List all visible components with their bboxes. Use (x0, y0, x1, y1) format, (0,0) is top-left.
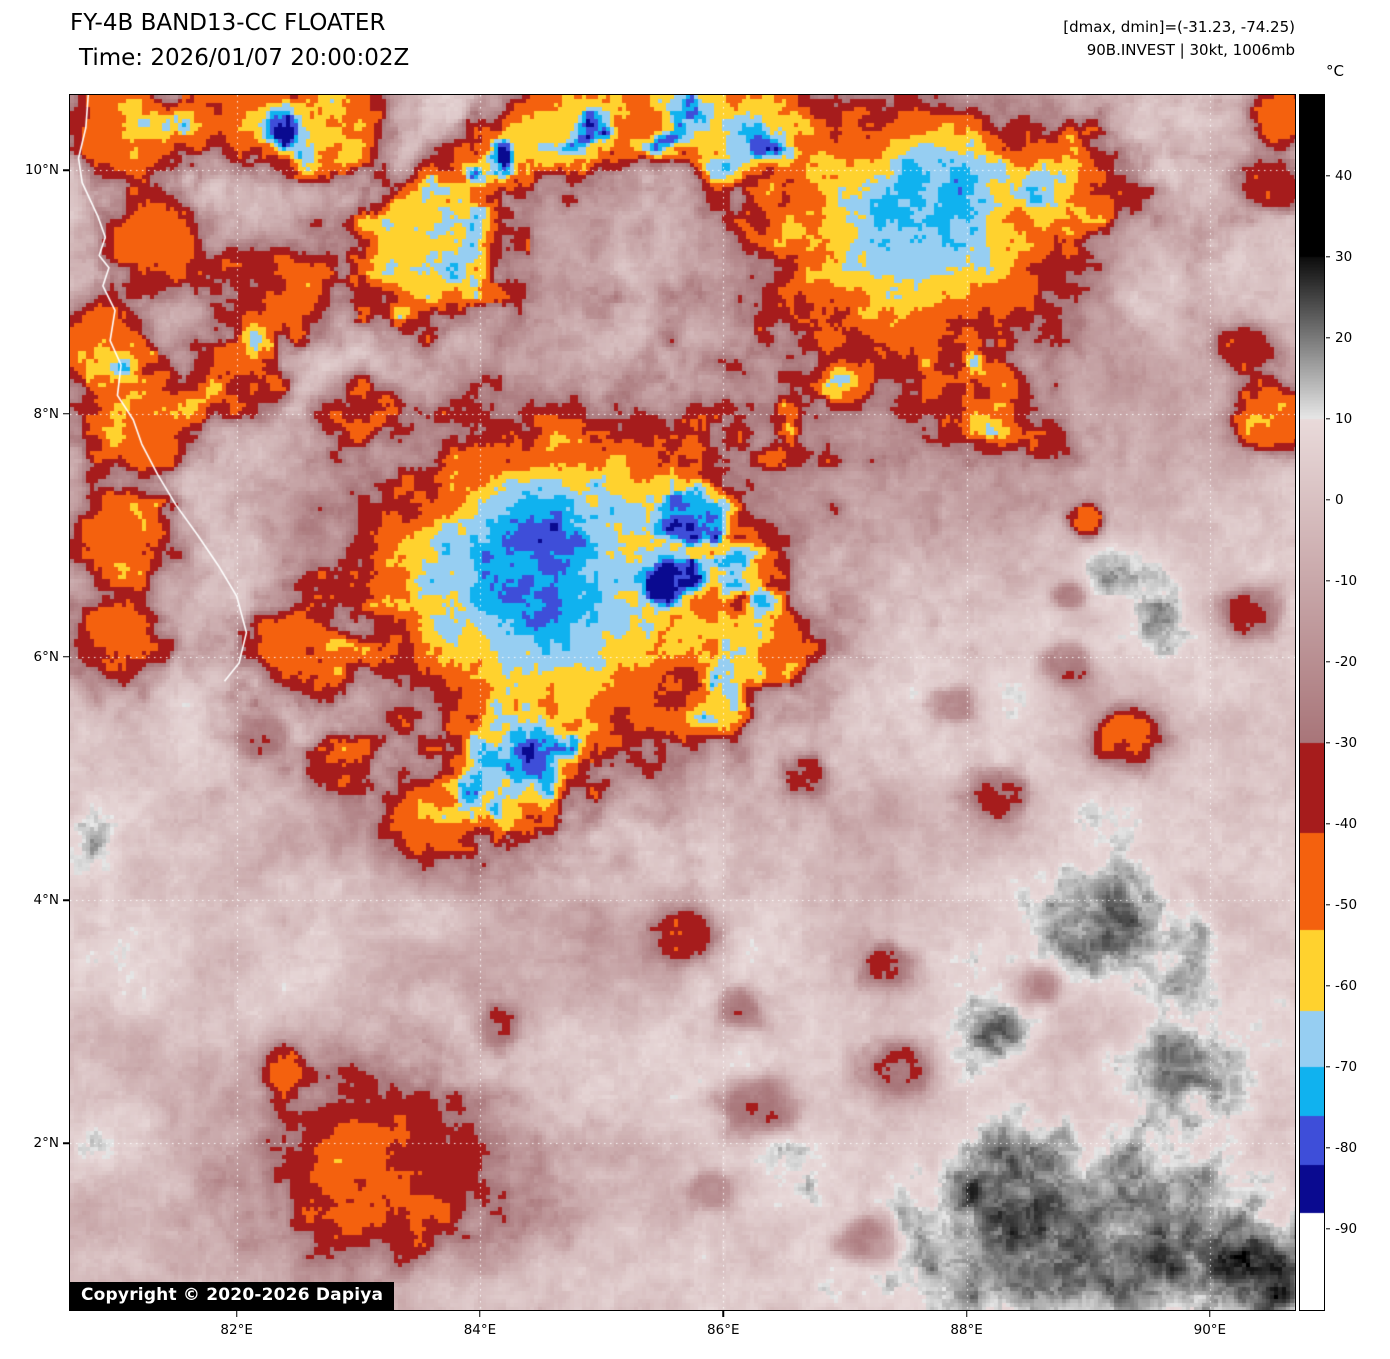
lat-tick-mark (63, 412, 69, 415)
lat-tick-label: 10°N (24, 162, 59, 179)
colorbar-tick-mark (1326, 1066, 1330, 1068)
satellite-image-canvas (70, 95, 1295, 1310)
colorbar-tick-label: 10 (1335, 411, 1353, 427)
colorbar-tick-mark (1326, 742, 1330, 744)
colorbar-tick-label: 40 (1335, 168, 1353, 184)
colorbar-tick-label: -10 (1335, 573, 1358, 589)
lon-tick-label: 82°E (220, 1322, 253, 1338)
latitude-axis: 10°N 8°N 6°N 4°N 2°N (0, 95, 69, 1310)
colorbar-tick-label: -80 (1335, 1140, 1358, 1156)
lon-tick-label: 90°E (1193, 1322, 1227, 1338)
colorbar-canvas (1300, 95, 1324, 1310)
lon-tick-mark (479, 1311, 481, 1317)
colorbar-tick-labels: 40 30 20 10 0 -10 -20 -30 -40 -50 -60 -70 -80 -90 (1326, 95, 1390, 1310)
colorbar-tick-label: 30 (1335, 249, 1353, 265)
colorbar-tick-mark (1326, 175, 1330, 177)
colorbar-tick-mark (1326, 418, 1330, 420)
colorbar-tick-label: 0 (1335, 492, 1344, 508)
colorbar-tick-label: -40 (1335, 816, 1358, 832)
lat-tick-mark (63, 656, 69, 658)
colorbar-tick-label: -50 (1335, 897, 1358, 913)
lat-tick-mark (63, 169, 69, 172)
colorbar-tick-label: 20 (1335, 330, 1353, 346)
colorbar-tick-mark (1326, 499, 1330, 501)
dmax-dmin-readout: [dmax, dmin]=(-31.23, -74.25) (1063, 18, 1295, 36)
colorbar-unit-label: °C (1326, 62, 1344, 80)
lat-tick-label: 2°N (33, 1135, 59, 1152)
copyright-badge: Copyright © 2020-2026 Dapiya (70, 1282, 395, 1310)
colorbar-tick-label: -70 (1335, 1059, 1358, 1075)
lat-tick-mark (63, 1142, 69, 1145)
colorbar-tick-mark (1326, 985, 1330, 987)
colorbar-tick-mark (1326, 337, 1330, 339)
colorbar (1299, 94, 1325, 1311)
lat-tick-mark (63, 899, 69, 901)
lat-tick-label: 8°N (33, 405, 59, 422)
colorbar-tick-mark (1326, 1147, 1330, 1149)
colorbar-tick-label: -90 (1335, 1221, 1358, 1237)
lat-tick-label: 6°N (33, 648, 59, 665)
lat-tick-label: 4°N (33, 892, 59, 909)
storm-info-readout: 90B.INVEST | 30kt, 1006mb (1086, 41, 1295, 60)
satellite-map-frame: Copyright © 2020-2026 Dapiya (69, 94, 1296, 1311)
colorbar-tick-mark (1326, 256, 1330, 258)
header-readouts: [dmax, dmin]=(-31.23, -74.25) 90B.INVEST… (1014, 16, 1295, 63)
lon-tick-label: 84°E (463, 1322, 497, 1338)
lon-tick-mark (235, 1311, 238, 1317)
product-timestamp: Time: 2026/01/07 20:00:02Z (79, 45, 410, 71)
lon-tick-label: 86°E (707, 1322, 740, 1338)
colorbar-tick-label: -60 (1335, 978, 1358, 994)
colorbar-tick-label: -20 (1335, 654, 1358, 670)
colorbar-tick-mark (1326, 904, 1330, 906)
colorbar-tick-mark (1326, 661, 1330, 663)
colorbar-tick-label: -30 (1335, 735, 1358, 751)
lon-tick-mark (965, 1311, 968, 1317)
product-title: FY-4B BAND13-CC FLOATER (70, 10, 386, 36)
longitude-axis: 82°E 84°E 86°E 88°E 90°E (70, 1311, 1295, 1356)
colorbar-tick-mark (1326, 1228, 1330, 1230)
lon-tick-label: 88°E (950, 1322, 983, 1338)
lon-tick-mark (1209, 1311, 1211, 1317)
colorbar-tick-mark (1326, 823, 1330, 825)
colorbar-tick-mark (1326, 580, 1330, 582)
lon-tick-mark (722, 1311, 724, 1317)
